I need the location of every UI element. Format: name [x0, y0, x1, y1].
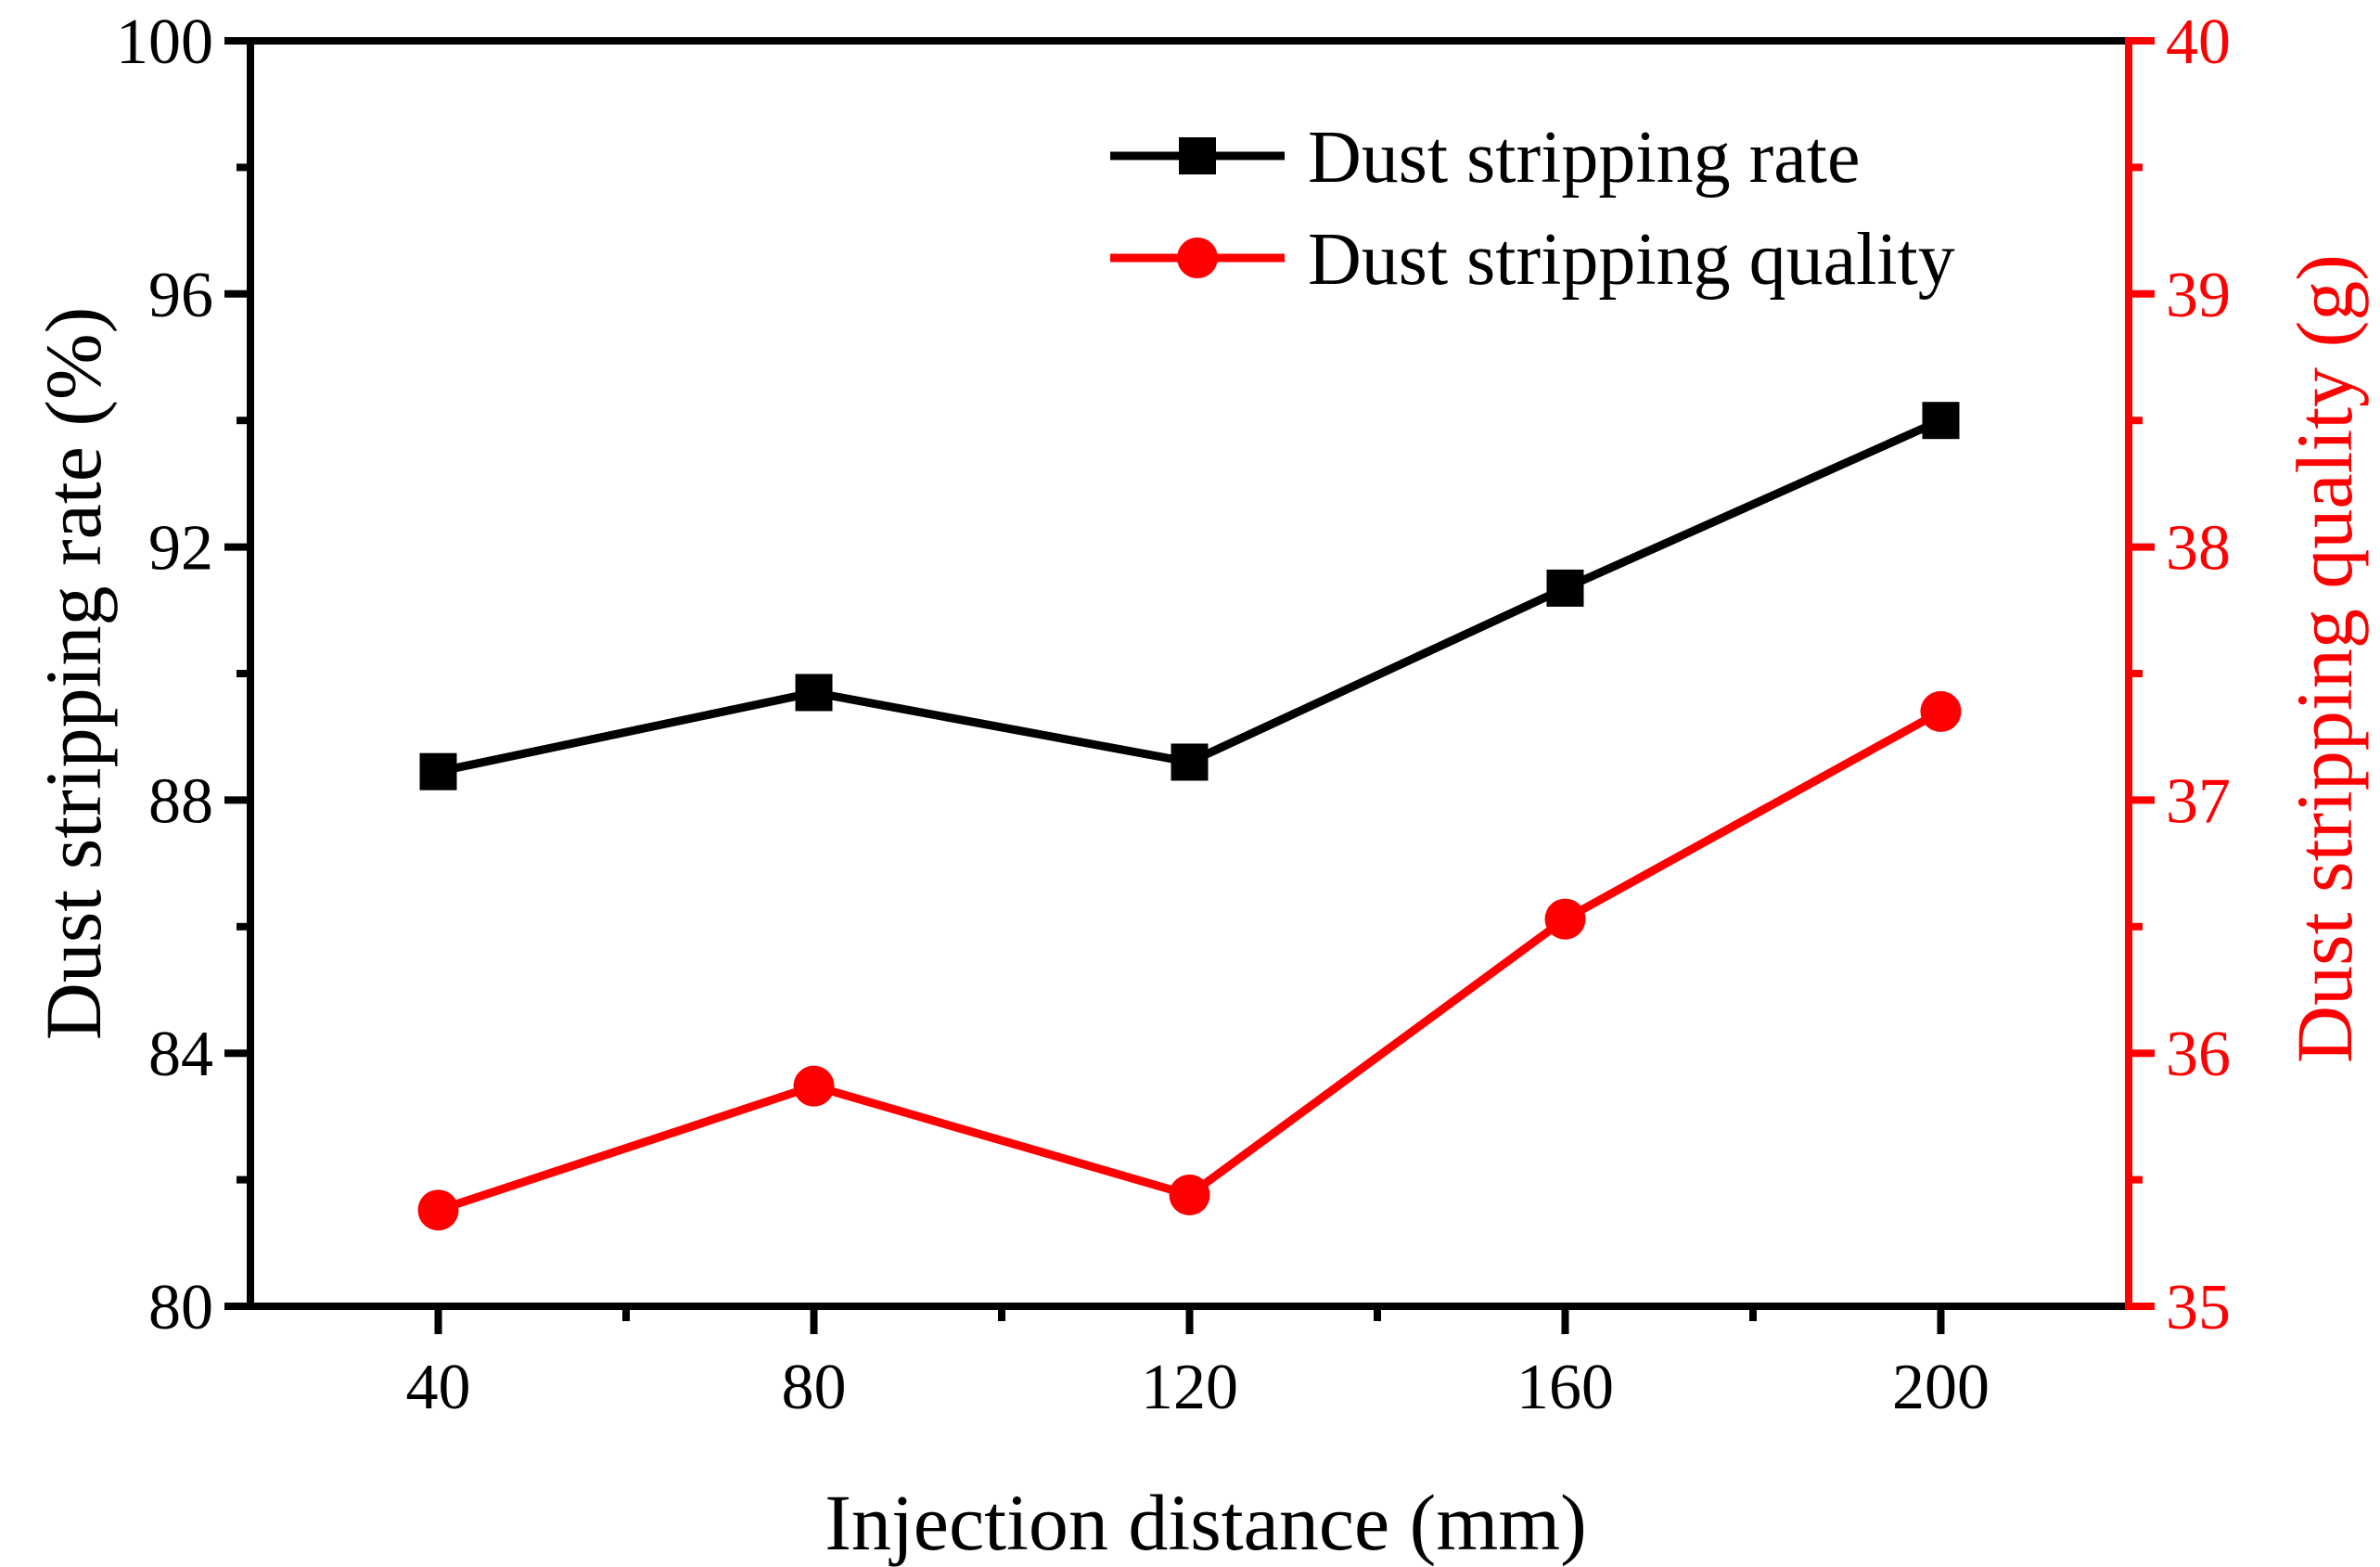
rate-point	[1922, 402, 1960, 440]
left-tick-label: 92	[148, 513, 213, 584]
left-tick-label: 96	[148, 260, 213, 331]
rate-point	[795, 674, 833, 712]
left-y-axis-title: Dust stripping rate (%)	[29, 307, 118, 1041]
left-tick-label: 80	[148, 1272, 213, 1343]
legend-quality-marker	[1177, 238, 1218, 278]
right-y-axis-title: Dust stripping quality (g)	[2280, 254, 2369, 1063]
rate-point	[1171, 743, 1209, 781]
x-tick-label: 200	[1892, 1352, 1990, 1423]
series-line-quality	[437, 707, 1943, 1214]
legend-quality-label: Dust stripping quality	[1308, 219, 1955, 301]
rate-point	[419, 752, 457, 790]
right-tick-label: 38	[2166, 513, 2231, 584]
x-tick-label: 120	[1141, 1352, 1238, 1423]
quality-point	[793, 1065, 835, 1107]
right-tick-label: 36	[2166, 1019, 2231, 1090]
x-tick-label: 160	[1516, 1352, 1614, 1423]
legend-rate-label: Dust stripping rate	[1308, 117, 1860, 199]
quality-point	[417, 1189, 459, 1231]
quality-point	[1544, 898, 1586, 940]
series-layer	[417, 402, 1962, 1231]
left-y-ticks: 80 84 88 92 96 100	[116, 6, 250, 1343]
right-tick-label: 37	[2166, 765, 2231, 837]
left-tick-label: 88	[148, 765, 213, 837]
x-axis-title: Injection distance (mm)	[825, 1478, 1587, 1567]
left-tick-label: 84	[148, 1019, 213, 1090]
x-ticks: 40 80 120 160 200	[406, 1306, 1990, 1423]
right-tick-label: 35	[2166, 1272, 2231, 1343]
series-line-rate	[437, 417, 1943, 777]
legend: Dust stripping rate Dust stripping quali…	[1110, 117, 1955, 301]
left-tick-label: 100	[116, 6, 213, 78]
right-y-ticks: 35 36 37 38 39 40	[2129, 6, 2231, 1343]
legend-rate-marker	[1179, 137, 1216, 174]
quality-point	[1169, 1174, 1210, 1215]
legend-entry-rate: Dust stripping rate	[1110, 117, 1860, 199]
right-tick-label: 40	[2166, 6, 2231, 78]
quality-point	[1920, 690, 1962, 732]
rate-point	[1546, 569, 1584, 607]
right-tick-label: 39	[2166, 260, 2231, 331]
x-tick-label: 80	[782, 1352, 847, 1423]
x-tick-label: 40	[406, 1352, 471, 1423]
legend-entry-quality: Dust stripping quality	[1110, 219, 1955, 301]
